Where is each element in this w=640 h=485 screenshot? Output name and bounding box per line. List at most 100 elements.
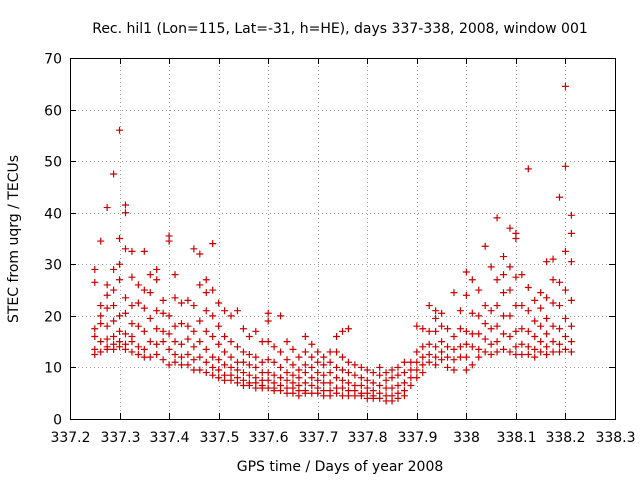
- data-point: [450, 356, 458, 364]
- data-point: [295, 353, 303, 361]
- data-point: [270, 343, 278, 351]
- data-point: [264, 317, 272, 325]
- data-point: [543, 294, 551, 302]
- data-point: [233, 366, 241, 374]
- x-tick-label: 337.7: [298, 430, 338, 446]
- data-point: [444, 343, 452, 351]
- data-point: [202, 345, 210, 353]
- data-point: [221, 361, 229, 369]
- data-point: [283, 376, 291, 384]
- data-point: [561, 345, 569, 353]
- data-point: [233, 307, 241, 315]
- data-point: [382, 376, 390, 384]
- data-point: [97, 302, 105, 310]
- data-point: [270, 371, 278, 379]
- data-point: [140, 327, 148, 335]
- data-point: [493, 338, 501, 346]
- data-point: [432, 343, 440, 351]
- data-point: [493, 276, 501, 284]
- data-point: [419, 353, 427, 361]
- data-point: [110, 302, 118, 310]
- data-point: [363, 394, 371, 402]
- data-point: [382, 369, 390, 377]
- data-point: [264, 338, 272, 346]
- data-point: [252, 363, 260, 371]
- data-point: [468, 343, 476, 351]
- data-point: [245, 332, 253, 340]
- data-point: [518, 271, 526, 279]
- data-point: [549, 255, 557, 263]
- data-point: [184, 322, 192, 330]
- data-point: [264, 356, 272, 364]
- data-point: [531, 296, 539, 304]
- data-point: [165, 345, 173, 353]
- data-point: [308, 389, 316, 397]
- data-point: [344, 392, 352, 400]
- axis-ticks: [70, 58, 616, 420]
- y-tick-label: 0: [53, 413, 62, 429]
- data-point: [171, 294, 179, 302]
- data-point: [333, 389, 341, 397]
- data-point: [134, 281, 142, 289]
- data-point: [320, 371, 328, 379]
- data-point: [456, 325, 464, 333]
- data-point: [128, 348, 136, 356]
- data-point: [500, 330, 508, 338]
- data-point: [159, 309, 167, 317]
- data-point: [475, 353, 483, 361]
- data-point: [481, 335, 489, 343]
- data-point: [456, 307, 464, 315]
- data-point: [91, 265, 99, 273]
- data-point: [407, 358, 415, 366]
- data-point: [258, 369, 266, 377]
- data-point: [270, 358, 278, 366]
- data-point: [110, 317, 118, 325]
- data-point: [301, 361, 309, 369]
- data-point: [481, 302, 489, 310]
- data-point: [153, 276, 161, 284]
- data-point: [481, 320, 489, 328]
- data-point: [357, 363, 365, 371]
- data-point: [146, 353, 154, 361]
- data-point: [128, 320, 136, 328]
- data-point: [215, 340, 223, 348]
- data-point: [419, 361, 427, 369]
- data-point: [425, 302, 433, 310]
- data-point: [277, 374, 285, 382]
- data-point: [121, 309, 129, 317]
- data-point: [425, 351, 433, 359]
- data-point: [227, 353, 235, 361]
- data-point: [97, 237, 105, 245]
- x-tick-label: 338.2: [545, 430, 585, 446]
- y-tick-label: 40: [44, 207, 62, 223]
- data-point: [184, 335, 192, 343]
- data-point: [407, 381, 415, 389]
- data-point: [140, 353, 148, 361]
- data-point: [344, 379, 352, 387]
- data-point: [376, 394, 384, 402]
- data-point: [153, 340, 161, 348]
- data-point: [500, 253, 508, 261]
- data-point: [227, 338, 235, 346]
- data-point: [177, 353, 185, 361]
- data-point: [567, 258, 575, 266]
- data-point: [295, 392, 303, 400]
- data-point: [518, 340, 526, 348]
- data-point: [320, 379, 328, 387]
- data-point: [524, 351, 532, 359]
- data-point: [567, 229, 575, 237]
- data-point: [159, 338, 167, 346]
- data-point: [339, 366, 346, 374]
- data-point: [512, 235, 520, 242]
- data-point: [425, 358, 433, 366]
- data-point: [493, 322, 501, 330]
- data-point: [283, 369, 291, 377]
- x-tick-label: 338.1: [496, 430, 536, 446]
- data-point: [277, 348, 285, 356]
- data-point: [425, 340, 433, 348]
- data-point: [556, 278, 564, 286]
- data-point: [450, 366, 458, 374]
- data-point: [363, 376, 371, 384]
- data-point: [128, 338, 136, 346]
- data-point: [468, 276, 476, 284]
